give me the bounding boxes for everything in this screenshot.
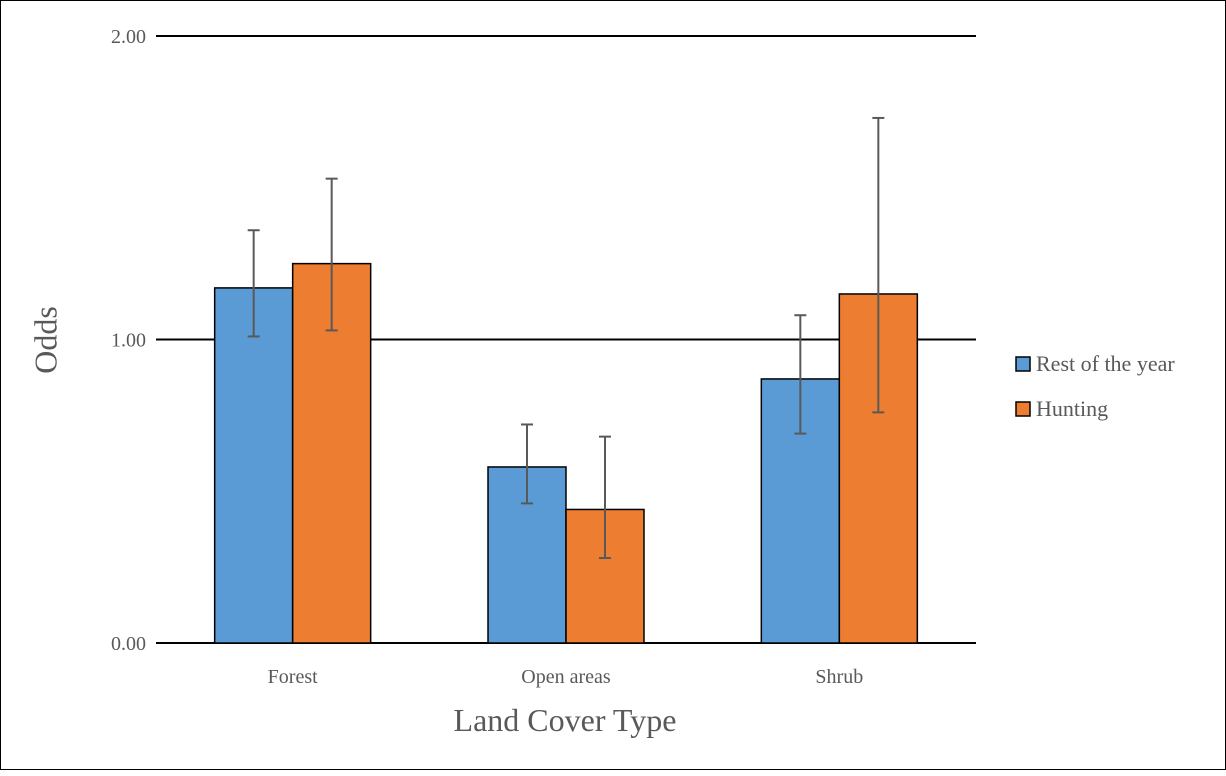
y-tick-label: 2.00 <box>111 26 146 48</box>
error-bar <box>872 116 885 414</box>
error-bars <box>247 116 885 560</box>
x-tick-label: Shrub <box>815 666 863 688</box>
y-tick-label: 0.00 <box>111 633 146 655</box>
legend-label: Rest of the year <box>1036 351 1175 376</box>
error-bar <box>325 177 338 332</box>
error-bar <box>599 435 611 560</box>
x-tick-label: Open areas <box>521 666 611 688</box>
bars <box>213 262 919 644</box>
x-tick-label: Forest <box>268 666 318 688</box>
x-axis-title: Land Cover Type <box>454 702 677 738</box>
legend-swatch <box>1015 356 1031 372</box>
legend: Rest of the year Hunting <box>1015 351 1175 421</box>
y-axis-title: Odds <box>27 306 63 374</box>
bar-rest-of-the-year <box>760 378 841 644</box>
y-tick-label: 1.00 <box>111 330 146 352</box>
error-bar <box>794 314 807 435</box>
legend-swatch <box>1015 401 1031 417</box>
error-bar <box>247 229 260 338</box>
error-bar <box>521 423 533 505</box>
bar-rest-of-the-year <box>213 287 294 644</box>
legend-label: Hunting <box>1036 396 1108 421</box>
axes: 0.00 1.00 2.00 Forest Open areas Shrub <box>111 26 863 688</box>
